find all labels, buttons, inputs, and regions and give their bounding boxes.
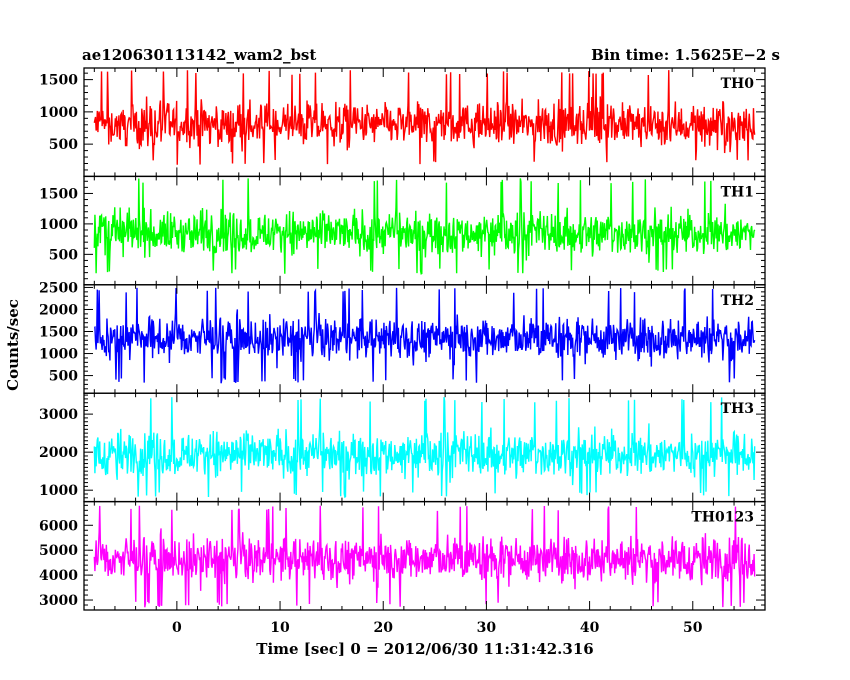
y-tick-label-th0123: 4000 [39,568,78,584]
x-tick-label: 40 [580,620,600,636]
y-tick-label-th1: 500 [49,247,78,263]
x-tick-label: 30 [477,620,497,636]
y-tick-label-th2: 2500 [39,280,78,296]
series-label-th0123: TH0123 [691,510,754,526]
y-tick-label-th0123: 6000 [39,518,78,534]
series-label-th3: TH3 [721,401,754,417]
x-tick-label: 10 [270,620,290,636]
panel-th0123: 3000 4000 5000 6000 TH0123 [39,500,766,611]
panel-th2: 500 1000 1500 2000 2500 TH2 [39,280,766,394]
x-tick-label: 20 [373,620,393,636]
y-tick-label-th0: 1000 [39,105,78,121]
series-line-th2 [94,287,756,384]
series-line-th0123 [93,505,756,608]
series-label-th1: TH1 [721,184,754,200]
y-tick-label-th0123: 5000 [39,543,78,559]
series-line-th3 [93,397,756,499]
y-tick-label-th3: 3000 [39,407,78,423]
chart-subtitle: Bin time: 1.5625E−2 s [591,46,780,64]
x-axis-label: Time [sec] 0 = 2012/06/30 11:31:42.316 [256,640,593,658]
y-tick-label-th1: 1500 [39,186,78,202]
y-axis-label: Counts/sec [4,299,22,391]
x-tick-label: 0 [172,620,182,636]
series-line-th0 [93,70,756,165]
y-tick-label-th0: 1500 [39,73,78,89]
panel-th0: 500 1000 1500 TH0 [39,67,766,178]
y-tick-label-th3: 1000 [39,483,78,499]
y-tick-label-th2: 1000 [39,347,78,363]
panel-stack: 500 1000 1500 TH0 500 1000 1500 TH1 500 1000 1500 2… [39,67,766,611]
y-tick-label-th0: 500 [49,137,78,153]
series-line-th1 [93,178,756,275]
y-tick-label-th2: 1500 [39,325,78,341]
y-tick-label-th3: 2000 [39,445,78,461]
y-tick-label-th2: 2000 [39,302,78,318]
x-axis-ticks: 0 10 20 30 40 50 [172,620,703,636]
panel-th3: 1000 2000 3000 TH3 [39,392,766,503]
x-tick-label: 50 [683,620,703,636]
panel-th1: 500 1000 1500 TH1 [39,175,766,286]
chart-title: ae120630113142_wam2_bst [82,46,316,64]
y-tick-label-th2: 500 [49,369,78,385]
series-label-th0: TH0 [721,76,755,92]
y-tick-label-th1: 1000 [39,217,78,233]
series-label-th2: TH2 [721,293,754,309]
y-tick-label-th0123: 3000 [39,593,78,609]
